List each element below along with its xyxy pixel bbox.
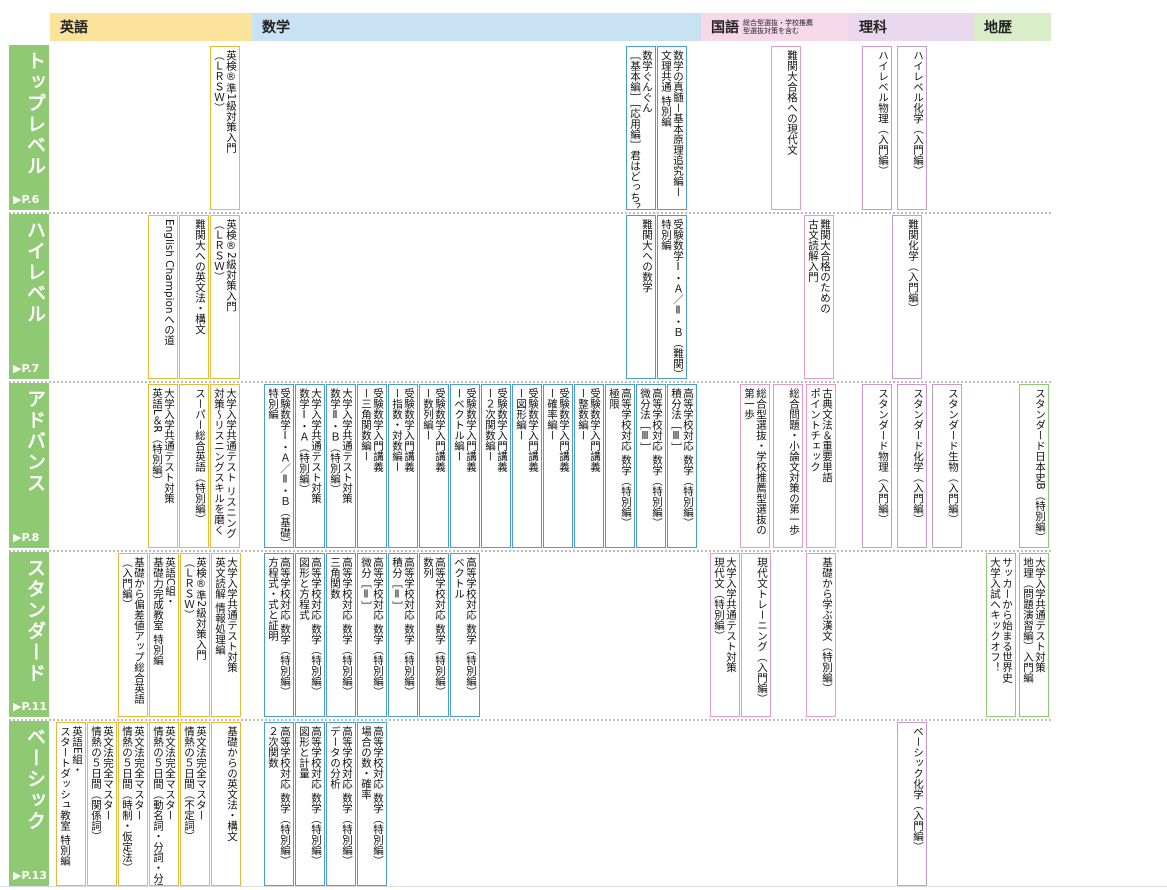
subject-label: 英語	[60, 20, 88, 36]
book-card[interactable]: 古典文法＆重要単語 ポイントチェック	[806, 384, 836, 548]
row-separator	[9, 719, 1051, 721]
level-high: ハイレベル ▶P.7	[9, 214, 49, 379]
book-card[interactable]: 高等学校対応 数学（特別編） 微分［Ⅱ］	[357, 553, 387, 717]
level-name: ベーシック	[24, 727, 46, 832]
level-name: ハイレベル	[24, 220, 46, 325]
book-card[interactable]: スタンダード生物（入門編）	[932, 384, 962, 548]
subject-header-science: 理科	[849, 13, 974, 41]
book-card[interactable]: 総合問題・小論文対策の第一歩	[773, 384, 803, 548]
book-card[interactable]: 大学入学共通テスト対策 数学Ⅱ・Ｂ（特別編）	[326, 384, 356, 548]
subject-note: 総合型選抜・学校推薦 型選抜対策を含む	[743, 19, 813, 35]
book-card[interactable]: 英文法完全マスター 情熱の５日間（時制・仮定法）	[118, 722, 148, 886]
subject-header-history: 地歴	[974, 13, 1051, 41]
book-card[interactable]: 難関大合格への現代文	[771, 46, 801, 210]
row-separator	[9, 550, 1051, 552]
level-advance: アドバンス ▶P.8	[9, 383, 49, 548]
book-card[interactable]: 英検®準1級対策入門 （ＬＲＳＷ）	[210, 46, 240, 210]
book-card[interactable]: 大学入学共通テスト対策 英語L＆R（特別編）	[148, 384, 178, 548]
book-card[interactable]: 現代文トレーニング（入門編）	[741, 553, 771, 717]
book-card[interactable]: 英文法完全マスター 情熱の５日間（不定詞）	[180, 722, 210, 886]
book-card[interactable]: 高等学校対応 数学（特別編） 微分法［Ⅲ］	[636, 384, 666, 548]
book-card[interactable]: 英文法完全マスター 情熱の５日間（動名詞・分詞・分詞構文）	[149, 722, 179, 886]
book-card[interactable]: 受験数学入門講義 ー整数編ー	[574, 384, 604, 548]
book-card[interactable]: ハイレベル物理（入門編）	[862, 46, 892, 210]
level-name: トップレベル	[24, 51, 46, 177]
book-card[interactable]: English Championへの道	[148, 215, 178, 379]
book-card[interactable]: 英検®2級対策入門 （ＬＲＳＷ）	[210, 215, 240, 379]
book-card[interactable]: 受験数学入門講義 ー図形編ー	[512, 384, 542, 548]
book-card[interactable]: 受験数学入門講義 ー２次関数編ー	[481, 384, 511, 548]
book-card[interactable]: 難関大への数学	[626, 215, 656, 379]
subject-label: 理科	[859, 20, 887, 36]
book-card[interactable]: 受験数学入門講義 ーベクトル編ー	[450, 384, 480, 548]
book-card[interactable]: 受験数学入門講義 ー指数・対数編ー	[388, 384, 418, 548]
level-basic: ベーシック ▶P.13	[9, 721, 49, 886]
book-card[interactable]: 高等学校対応 数学（特別編） 極限	[605, 384, 635, 548]
row-separator	[9, 212, 1051, 214]
level-name: アドバンス	[24, 389, 46, 494]
book-card[interactable]: ベーシック化学（入門編）	[897, 722, 927, 886]
book-card[interactable]: ハイレベル化学（入門編）	[897, 46, 927, 210]
level-top: トップレベル ▶P.6	[9, 45, 49, 210]
row-separator	[9, 381, 1051, 383]
level-standard: スタンダード ▶P.11	[9, 552, 49, 717]
book-card[interactable]: スタンダード化学（入門編）	[897, 384, 927, 548]
book-card[interactable]: 高等学校対応 数学（特別編） 方程式・式と証明	[264, 553, 294, 717]
book-card[interactable]: 受験数学入門講義 ー三角関数編ー	[357, 384, 387, 548]
page-bottom-rule	[0, 886, 1167, 887]
subject-header-math: 数学	[252, 13, 701, 41]
book-card[interactable]: 難関大への英文法・構文	[179, 215, 209, 379]
book-card[interactable]: 基礎から学ぶ漢文（特別編）	[806, 553, 836, 717]
book-card[interactable]: 英語C組・ 基礎力完成教室 特別編	[149, 553, 179, 717]
book-card[interactable]: 英検®準2級対策入門 （ＬＲＳＷ）	[180, 553, 210, 717]
book-card[interactable]: スーパー総合英語（特別編）	[179, 384, 209, 548]
subject-label: 地歴	[984, 20, 1012, 36]
book-card[interactable]: 基礎から偏差値アップ総合英語 （入門編）	[118, 553, 148, 717]
subject-note-line: 型選抜対策を含む	[743, 27, 799, 35]
book-card[interactable]: 大学入学共通テスト対策 現代文（特別編）	[710, 553, 740, 717]
book-card[interactable]: 高等学校対応 数学（特別編） データの分析	[326, 722, 356, 886]
book-card[interactable]: 数学の真髄ー基本原理追究編ー 文理共通 特別編	[657, 46, 687, 210]
book-card[interactable]: 大学入学共通テスト対策 英文読解 情報処理編	[211, 553, 241, 717]
subject-label: 国語	[711, 20, 739, 36]
book-card[interactable]: 高等学校対応 数学（特別編） 三角関数	[326, 553, 356, 717]
subject-header-japanese: 国語 総合型選抜・学校推薦 型選抜対策を含む	[701, 13, 849, 41]
book-card[interactable]: 高等学校対応 数学（特別編） 数列	[419, 553, 449, 717]
book-card[interactable]: 高等学校対応 数学（特別編） 場合の数・確率	[357, 722, 387, 886]
book-card[interactable]: スタンダード物理（入門編）	[862, 384, 892, 548]
subject-header-english: 英語	[50, 13, 252, 41]
book-card[interactable]: 基礎からの英文法・構文	[211, 722, 241, 886]
level-page-ref: ▶P.11	[13, 700, 47, 713]
level-page-ref: ▶P.6	[13, 193, 40, 206]
book-card[interactable]: スタンダード日本史B（特別編）	[1019, 384, 1049, 548]
book-card[interactable]: 高等学校対応 数学（特別編） ２次関数	[264, 722, 294, 886]
book-card[interactable]: 数学ぐんぐん ［基本編］［応用編］君はどっち？	[626, 46, 656, 210]
level-name: スタンダード	[24, 558, 46, 684]
level-page-ref: ▶P.8	[13, 531, 40, 544]
book-card[interactable]: 大学入学共通テスト対策 地理（問題演習編）入門編	[1019, 553, 1049, 717]
book-card[interactable]: 高等学校対応 数学（特別編） ベクトル	[450, 553, 480, 717]
book-card[interactable]: 総合型選抜・学校推薦型選抜の 第一歩	[740, 384, 770, 548]
book-card[interactable]: 難関大合格のための 古文読解入門	[804, 215, 834, 379]
book-card[interactable]: 英文法完全マスター 情熱の５日間（関係詞）	[87, 722, 117, 886]
book-card[interactable]: 受験数学Ⅰ・Ａ／Ⅱ・Ｂ（難関） 特別編	[657, 215, 687, 379]
book-card[interactable]: 英語E組・ スタートダッシュ教室 特別編	[56, 722, 86, 886]
book-card[interactable]: 高等学校対応 数学（特別編） 積分法［Ⅲ］	[667, 384, 697, 548]
book-card[interactable]: 大学入学共通テスト対策 数学Ⅰ・Ａ（特別編）	[295, 384, 325, 548]
book-card[interactable]: 難関化学（入門編）	[892, 215, 922, 379]
book-card[interactable]: 高等学校対応 数学（特別編） 図形と計量	[295, 722, 325, 886]
subject-label: 数学	[262, 20, 290, 36]
subject-note-line: 総合型選抜・学校推薦	[743, 19, 813, 27]
book-card[interactable]: 受験数学入門講義 ー数列編ー	[419, 384, 449, 548]
book-card[interactable]: 高等学校対応 数学（特別編） 図形と方程式	[295, 553, 325, 717]
book-card[interactable]: 高等学校対応 数学（特別編） 積分［Ⅱ］	[388, 553, 418, 717]
book-card[interactable]: サッカーから始まる世界史 大学入試へキックオフ！	[986, 553, 1016, 717]
book-card[interactable]: 大学入学共通テスト リスニング 対策～リスニングスキルを磨く	[210, 384, 240, 548]
book-card[interactable]: 受験数学入門講義 ー確率編ー	[543, 384, 573, 548]
level-page-ref: ▶P.13	[13, 869, 47, 882]
book-card[interactable]: 受験数学Ⅰ・Ａ／Ⅱ・Ｂ（基礎） 特別編	[264, 384, 294, 548]
level-page-ref: ▶P.7	[13, 362, 40, 375]
